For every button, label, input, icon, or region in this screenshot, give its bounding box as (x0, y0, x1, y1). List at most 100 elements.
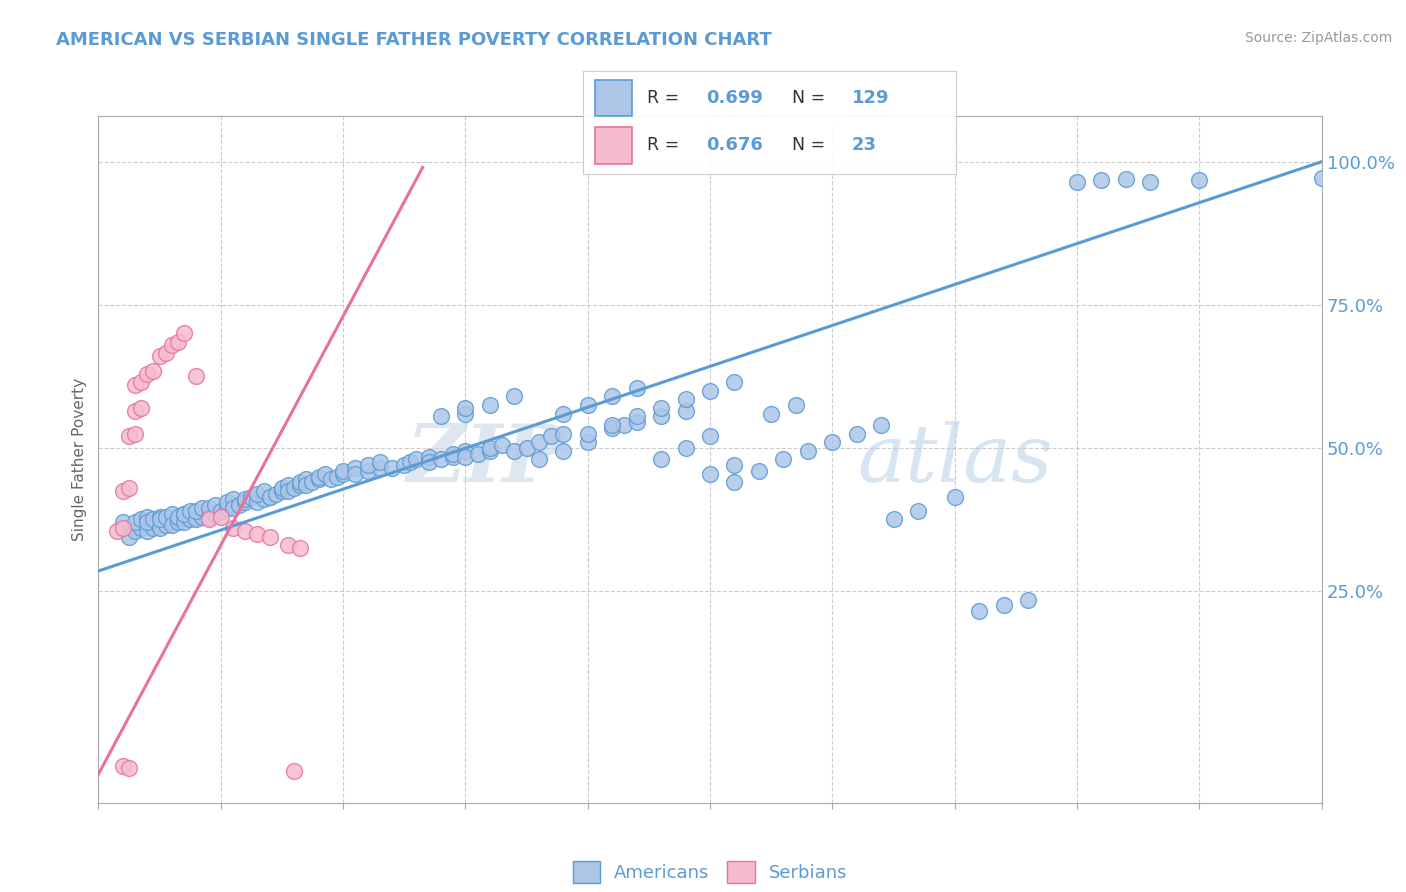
Text: ZIP: ZIP (406, 421, 564, 498)
Point (454, 443, 477, 458)
Point (319, 472, 342, 486)
Point (314, 467, 336, 481)
Point (797, 443, 820, 458)
Point (246, 526, 269, 541)
Point (356, 458, 378, 472)
Point (1066, 175, 1088, 189)
Point (290, 475, 312, 490)
Point (204, 498, 226, 512)
Point (149, 512, 172, 526)
Point (1090, 173, 1112, 187)
Point (259, 490, 281, 504)
Point (111, 483, 134, 498)
Point (1115, 172, 1137, 186)
Point (418, 455, 440, 469)
Point (197, 509, 219, 524)
Point (381, 461, 404, 475)
Point (723, 475, 745, 490)
Point (675, 403, 697, 417)
Point (173, 507, 195, 521)
Text: atlas: atlas (856, 421, 1052, 498)
Point (478, 398, 501, 412)
Point (907, 504, 929, 518)
Point (326, 469, 349, 483)
Point (441, 450, 464, 464)
Text: R =: R = (647, 136, 685, 154)
Point (160, 507, 183, 521)
Point (277, 538, 299, 552)
Point (179, 512, 201, 526)
Text: 129: 129 (852, 89, 889, 107)
Point (124, 403, 146, 417)
Point (173, 516, 195, 530)
Point (553, 426, 575, 441)
Point (527, 435, 550, 450)
Point (515, 441, 537, 455)
Point (576, 398, 599, 412)
Point (136, 367, 159, 381)
Point (540, 429, 562, 443)
Point (160, 516, 183, 530)
Point (600, 417, 623, 433)
Point (277, 478, 299, 492)
Point (142, 521, 165, 535)
Point (283, 764, 305, 779)
Point (204, 507, 226, 521)
Point (136, 518, 159, 533)
Bar (595, 79, 631, 117)
Point (252, 483, 274, 498)
Point (1188, 173, 1211, 187)
Point (650, 401, 672, 415)
Point (118, 530, 141, 544)
Point (136, 524, 159, 538)
Point (699, 429, 721, 443)
Point (197, 501, 219, 516)
Point (821, 435, 844, 450)
Point (222, 492, 245, 507)
Point (209, 504, 232, 518)
Legend: Americans, Serbians: Americans, Serbians (565, 854, 855, 890)
Point (118, 429, 141, 443)
Point (222, 498, 245, 512)
Point (105, 524, 128, 538)
Point (149, 509, 172, 524)
Point (344, 461, 367, 475)
Point (478, 441, 501, 455)
Point (295, 478, 318, 492)
Point (222, 501, 245, 516)
Point (155, 518, 177, 533)
Point (252, 492, 274, 507)
Point (883, 512, 905, 526)
Point (600, 421, 623, 435)
Point (368, 461, 391, 475)
Point (173, 512, 195, 526)
Point (356, 464, 378, 478)
Point (283, 481, 305, 495)
Point (197, 507, 219, 521)
Point (136, 509, 159, 524)
Point (167, 516, 190, 530)
Point (723, 375, 745, 389)
Point (675, 392, 697, 407)
Point (142, 364, 165, 378)
Point (290, 478, 312, 492)
Point (344, 467, 367, 481)
Point (186, 509, 208, 524)
Point (173, 326, 195, 341)
Point (259, 490, 281, 504)
Point (209, 509, 232, 524)
Text: N =: N = (792, 136, 831, 154)
Point (650, 409, 672, 424)
Point (179, 504, 201, 518)
Point (167, 509, 190, 524)
Point (118, 481, 141, 495)
Point (246, 495, 269, 509)
Point (129, 521, 152, 535)
Point (967, 604, 990, 618)
Point (264, 487, 287, 501)
Point (430, 409, 453, 424)
Point (142, 512, 165, 526)
Point (332, 464, 354, 478)
Point (1310, 170, 1333, 185)
Point (467, 447, 489, 461)
